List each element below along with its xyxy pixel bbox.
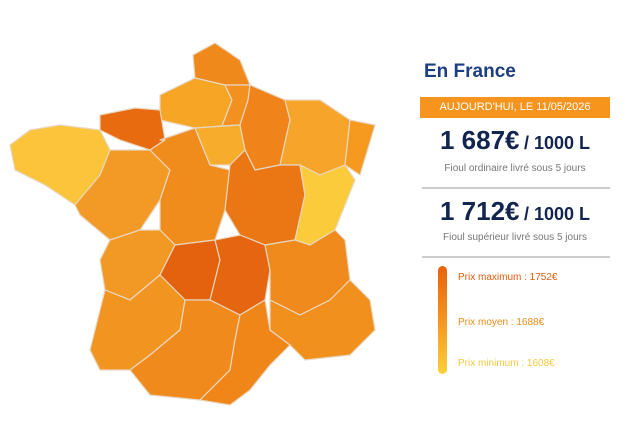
legend-gradient [438, 266, 447, 374]
region [99, 107, 166, 151]
region [269, 279, 376, 361]
price-description: Fioul ordinaire livré sous 5 jours [444, 163, 586, 174]
region [74, 149, 171, 241]
region [294, 164, 356, 246]
date-badge: AUJOURD'HUI, LE 11/05/2026 [439, 101, 591, 113]
region [279, 99, 351, 176]
region [192, 42, 251, 86]
price-description: Fioul supérieur livré sous 5 jours [443, 232, 587, 243]
legend-label: Prix minimum : 1608€ [458, 358, 555, 369]
date-badge-bg [420, 97, 610, 118]
legend-label: Prix maximum : 1752€ [458, 272, 558, 283]
price-line: 1 712€ / 1000 L [420, 196, 610, 227]
region [159, 77, 233, 129]
price-amount: 1 687€ [439, 125, 520, 155]
panel-title: En France [424, 61, 516, 82]
price-amount: 1 712€ [439, 196, 520, 226]
price-unit: / 1000 L [523, 204, 591, 224]
region [199, 299, 291, 406]
region [344, 119, 376, 176]
price-unit: / 1000 L [523, 133, 591, 153]
price-line: 1 687€ / 1000 L [420, 125, 610, 156]
legend-label: Prix moyen : 1688€ [458, 317, 545, 328]
